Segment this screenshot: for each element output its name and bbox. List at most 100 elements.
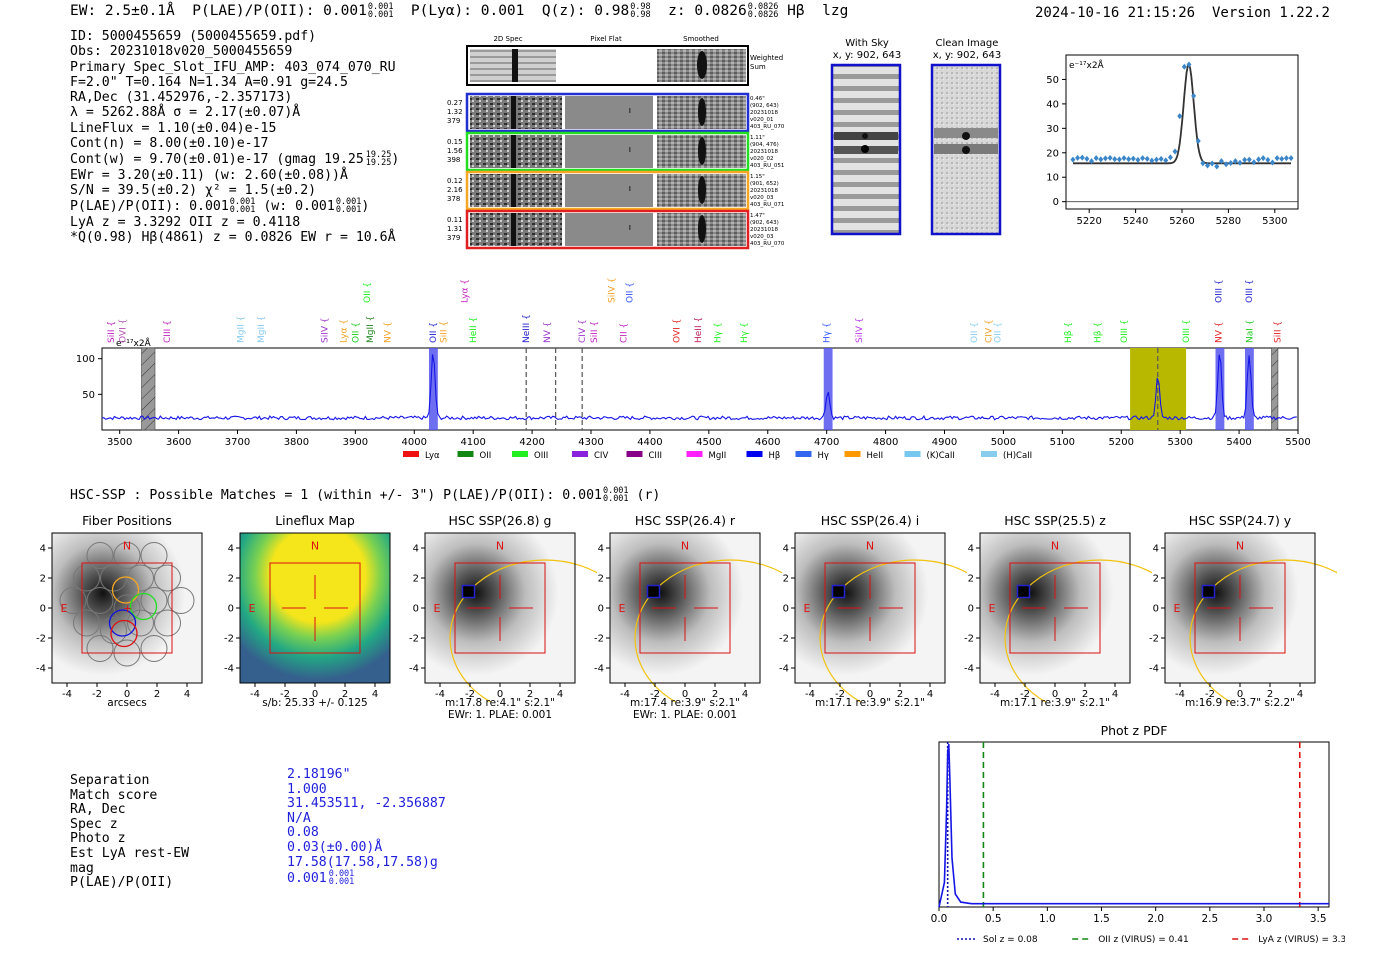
emission-line-marker: OII {: [970, 322, 980, 343]
hsc-matches-summary: HSC-SSP : Possible Matches = 1 (within +…: [70, 486, 660, 504]
legend-label: CIV: [594, 451, 608, 461]
fit-data-point: [1200, 160, 1206, 167]
compass-east: E: [61, 602, 68, 615]
matches-sup: 0.001: [602, 486, 629, 496]
svg-text:Sum: Sum: [750, 63, 766, 71]
legend-swatch: [512, 451, 528, 457]
cutout-image-fiber: + N E -4 -4 -2 -2 0 0 2 2 4 4: [36, 532, 203, 700]
fit-data-point: [1195, 138, 1201, 145]
fit-ytick-label: 50: [1046, 75, 1059, 86]
cutout-ytick-label: 4: [598, 544, 604, 555]
fiber-highlight: [108, 609, 137, 637]
cutout-ytick-label: 2: [40, 574, 46, 585]
value-mag: 17.58(17.58,17.58)g: [287, 854, 438, 870]
spec-row-left-label: 0.11: [447, 216, 463, 224]
value-lya-ew: 0.03(±0.00)Å: [287, 839, 383, 855]
cutout-caption-line: m:17.4 re:3.9" s:2.1": [630, 697, 740, 709]
cutout-caption: m:17.1 re:3.9" s:2.1": [775, 697, 965, 709]
emission-line-marker: SiII {: [1273, 321, 1283, 343]
cutout-xtick-label: 2: [1082, 689, 1088, 700]
value-plae: 0.001 0.001 0.001: [287, 869, 355, 888]
emission-line-marker: CIV {: [985, 319, 995, 343]
label-mag: mag: [70, 860, 94, 876]
fit-data-point: [1283, 155, 1289, 162]
info-obs: Obs: 20231018v020_5000455659: [70, 44, 293, 60]
line-highlight-band: [428, 348, 438, 430]
legend-swatch: [626, 451, 643, 457]
fit-data-point: [1163, 157, 1169, 164]
photz-legend-label: Sol z = 0.08: [983, 935, 1038, 945]
cutout-xtick-label: -4: [435, 689, 445, 700]
header-z: z: 0.0826: [668, 3, 747, 19]
photz-legend-label: OII z (VIRUS) = 0.41: [1098, 935, 1189, 945]
info-plae: P(LAE)/P(OII): 0.0010.001 0.001 (w: 0.001…: [70, 197, 370, 216]
spec-row-left-label: 0.27: [447, 99, 463, 107]
compass-north: N: [496, 540, 504, 553]
counterpart-marker: [461, 584, 476, 599]
label-spec-z: Spec z: [70, 816, 118, 832]
weighted-sum-label: Weighted: [750, 54, 783, 62]
cutout-xtick-label: 2: [712, 689, 718, 700]
emission-line-marker: CIII {: [163, 320, 173, 343]
spectrum-ylabel: e⁻¹⁷x2Å: [116, 337, 152, 349]
spec-row-left-label: 0.15: [447, 138, 463, 146]
fit-xtick-label: 5300: [1262, 216, 1287, 227]
cutout-xtick-label: -2: [650, 689, 660, 700]
fit-data-point: [1172, 148, 1178, 155]
photz-title: Phot z PDF: [1101, 723, 1168, 738]
spec-row-right-label: v020_03: [750, 195, 774, 201]
spec-row-left-label: 1.56: [447, 147, 463, 155]
spectrum-line: [101, 354, 1297, 421]
spec-row-emission: [511, 96, 516, 129]
masked-band: [1271, 347, 1279, 431]
full-spectrum-chart: 3500 3600 3700 3800 3900 4000 4100 4200 4300 4400…: [76, 278, 1310, 461]
spec-row-flat: [565, 174, 653, 207]
cutout-xtick-label: 2: [897, 689, 903, 700]
compass-east: E: [434, 602, 441, 615]
cutout-ytick-label: 4: [783, 544, 789, 555]
photz-axes: [938, 741, 1330, 908]
fit-ytick-label: 20: [1046, 148, 1059, 159]
fit-data-point: [1237, 159, 1243, 166]
emission-line-marker: Hγ {: [714, 322, 724, 343]
cutout-xtick-label: -4: [62, 689, 72, 700]
spectrum-xtick-label: 4100: [460, 437, 485, 448]
compass-north: N: [1051, 540, 1059, 553]
cutout-ytick-label: -4: [1149, 664, 1159, 675]
cutout-ytick-label: 0: [228, 604, 234, 615]
info-cont-w: Cont(w) = 9.70(±0.01)e-17 (gmag 19.25 19.…: [70, 150, 400, 169]
lineflux-map-image: [240, 533, 390, 683]
info-best-z: *Q(0.98) Hβ(4861) z = 0.0826 EW r = 10.6…: [70, 229, 396, 245]
spec-row-right-label: v020_03: [750, 234, 774, 240]
cutout-ytick-label: -2: [594, 634, 604, 645]
spec-row-left-label: 379: [447, 117, 460, 125]
label-separation: Separation: [70, 773, 150, 788]
spec-row-smoothed-line: [698, 215, 706, 243]
spec-row-right-label: 403_RU_051: [750, 163, 784, 169]
legend-swatch: [457, 451, 474, 457]
fit-data-point: [1214, 163, 1220, 170]
cutout-caption-line: EWr: 1. PLAE: 0.001: [632, 709, 738, 721]
spectrum-xtick-label: 4800: [873, 437, 898, 448]
fit-xtick-label: 5280: [1216, 216, 1241, 227]
spec-row-right-label: (901, 652): [750, 181, 779, 187]
fit-data-point: [1167, 154, 1173, 161]
fit-data-point: [1265, 156, 1271, 163]
compass-north: N: [311, 540, 319, 553]
photz-legend-label: LyA z (VIRUS) = 3.33: [1258, 935, 1345, 945]
spec-row-emission: [511, 135, 516, 168]
fit-data-point: [1079, 154, 1085, 161]
search-box: [1194, 562, 1286, 654]
cutout-xtick-label: -4: [1175, 689, 1185, 700]
fiber-circle: [86, 635, 114, 662]
timestamp: 2024-10-16 21:15:26: [1034, 5, 1196, 21]
spec-row-right-label: (902, 643): [750, 220, 779, 226]
spec-row-right-label: 1.11": [750, 135, 765, 141]
value-match-score: 1.000: [287, 781, 327, 797]
label-radec: RA, Dec: [70, 802, 126, 818]
counterpart-marker: [1016, 584, 1031, 599]
fit-data-point: [1093, 155, 1099, 162]
legend-label: OIII: [534, 451, 548, 461]
spec-row-right-label: (904, 476): [750, 142, 779, 148]
cutout-ytick-label: 0: [1153, 604, 1159, 615]
